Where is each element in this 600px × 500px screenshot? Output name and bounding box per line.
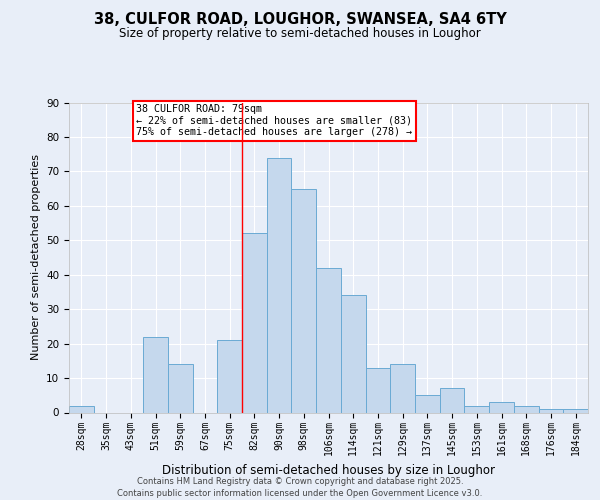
Text: Contains HM Land Registry data © Crown copyright and database right 2025.
Contai: Contains HM Land Registry data © Crown c… <box>118 476 482 498</box>
Text: Size of property relative to semi-detached houses in Loughor: Size of property relative to semi-detach… <box>119 28 481 40</box>
Bar <box>242 234 267 412</box>
Bar <box>292 188 316 412</box>
Bar <box>563 409 588 412</box>
Bar <box>69 406 94 412</box>
Bar <box>514 406 539 412</box>
Bar <box>390 364 415 412</box>
Bar <box>464 406 489 412</box>
Bar <box>440 388 464 412</box>
Bar <box>365 368 390 412</box>
Bar <box>217 340 242 412</box>
Text: 38 CULFOR ROAD: 79sqm
← 22% of semi-detached houses are smaller (83)
75% of semi: 38 CULFOR ROAD: 79sqm ← 22% of semi-deta… <box>136 104 412 138</box>
Bar <box>267 158 292 412</box>
Y-axis label: Number of semi-detached properties: Number of semi-detached properties <box>31 154 41 360</box>
X-axis label: Distribution of semi-detached houses by size in Loughor: Distribution of semi-detached houses by … <box>162 464 495 476</box>
Bar <box>143 336 168 412</box>
Bar <box>316 268 341 412</box>
Bar <box>341 296 365 412</box>
Text: 38, CULFOR ROAD, LOUGHOR, SWANSEA, SA4 6TY: 38, CULFOR ROAD, LOUGHOR, SWANSEA, SA4 6… <box>94 12 506 28</box>
Bar <box>539 409 563 412</box>
Bar <box>415 396 440 412</box>
Bar <box>489 402 514 412</box>
Bar <box>168 364 193 412</box>
